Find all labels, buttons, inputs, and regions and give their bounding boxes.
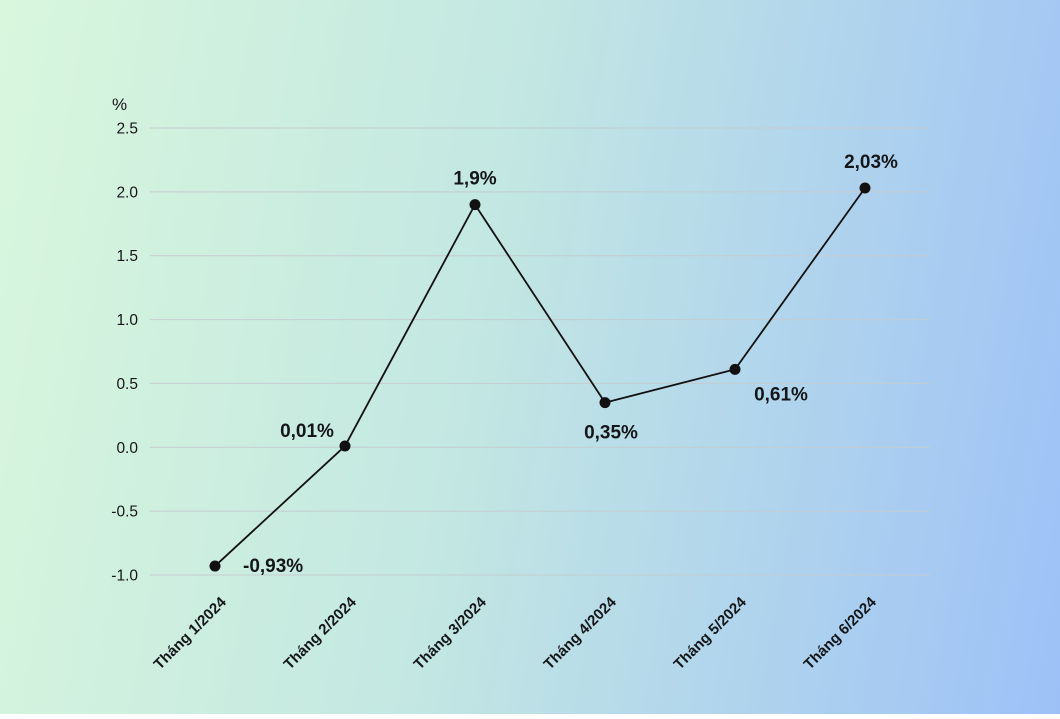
data-point-marker: [859, 182, 871, 194]
data-point-label: 0,61%: [754, 384, 808, 405]
x-axis-label: Tháng 1/2024: [151, 593, 231, 673]
y-axis-tick-label: -0.5: [111, 504, 138, 521]
x-axis-label: Tháng 5/2024: [671, 593, 751, 673]
data-point-label: 2,03%: [844, 152, 898, 173]
data-line: [214, 187, 866, 567]
x-axis-label: Tháng 4/2024: [541, 593, 621, 673]
data-point-label: 1,9%: [453, 169, 496, 190]
y-axis-tick-label: 0.5: [116, 376, 138, 393]
data-point-marker: [339, 440, 351, 452]
data-point-label: 0,35%: [584, 423, 638, 444]
y-axis-unit-label: %: [112, 95, 127, 114]
y-axis-tick-label: 0.0: [116, 440, 138, 457]
data-point-label: -0,93%: [243, 556, 303, 577]
data-point-marker: [729, 363, 741, 375]
x-axis-label: Tháng 2/2024: [281, 593, 361, 673]
data-point-marker: [469, 199, 481, 211]
y-axis-tick-label: 2.5: [116, 121, 138, 138]
data-point-marker: [209, 560, 221, 572]
x-axis-label: Tháng 3/2024: [411, 593, 491, 673]
y-axis-tick-label: 1.0: [116, 312, 138, 329]
y-axis-tick-label: 1.5: [116, 248, 138, 265]
y-axis-tick-label: 2.0: [116, 184, 138, 201]
x-axis-label: Tháng 6/2024: [801, 593, 881, 673]
data-point-marker: [599, 397, 611, 409]
y-axis-tick-label: -1.0: [111, 568, 138, 585]
data-point-label: 0,01%: [280, 421, 334, 442]
